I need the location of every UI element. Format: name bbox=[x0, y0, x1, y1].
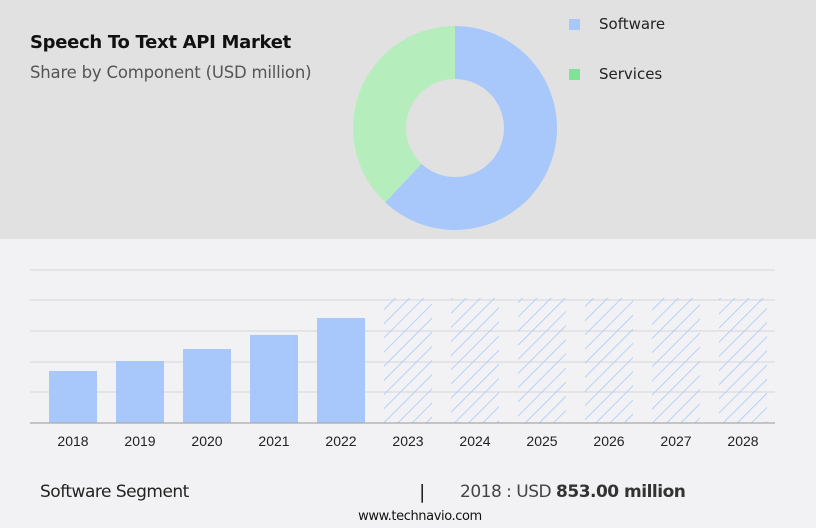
chart-title: Speech To Text API Market bbox=[30, 32, 291, 53]
donut-chart bbox=[353, 26, 558, 231]
x-axis-labels: 2018 2019 2020 2021 2022 2023 2024 2025 2026 2027… bbox=[57, 433, 758, 449]
x-label-2018: 2018 bbox=[57, 433, 88, 449]
legend-label-services: Services bbox=[599, 65, 663, 83]
x-label-2024: 2024 bbox=[459, 433, 490, 449]
bar-2019 bbox=[116, 361, 164, 423]
chart-subtitle: Share by Component (USD million) bbox=[30, 63, 312, 82]
x-label-2025: 2025 bbox=[526, 433, 557, 449]
donut-slice-software bbox=[385, 26, 558, 231]
forecast-bar-2028 bbox=[719, 298, 767, 423]
forecast-bar-2024 bbox=[451, 298, 499, 423]
bars bbox=[49, 298, 767, 423]
x-label-2020: 2020 bbox=[191, 433, 222, 449]
legend-item-services: Services bbox=[569, 65, 662, 83]
legend-label-software: Software bbox=[599, 15, 666, 33]
bar-2021 bbox=[250, 334, 298, 423]
donut-slice-services bbox=[353, 26, 455, 203]
source-url: www.technavio.com bbox=[358, 509, 482, 524]
legend-swatch-software bbox=[569, 18, 580, 30]
bar-2022 bbox=[317, 317, 365, 423]
x-label-2026: 2026 bbox=[593, 433, 624, 449]
forecast-bar-2025 bbox=[518, 298, 566, 423]
legend-swatch-services bbox=[569, 68, 580, 80]
segment-label: Software Segment bbox=[40, 482, 189, 502]
x-label-2027: 2027 bbox=[660, 433, 691, 449]
legend-item-software: Software bbox=[569, 15, 665, 33]
segment-value: 2018 : USD 853.00 million bbox=[460, 482, 686, 502]
forecast-bar-2027 bbox=[652, 298, 700, 423]
forecast-bar-2023 bbox=[384, 298, 432, 423]
bar-chart: 2018 2019 2020 2021 2022 2023 2024 2025 2026 2027… bbox=[30, 269, 775, 449]
x-label-2023: 2023 bbox=[392, 433, 423, 449]
bar-2018 bbox=[49, 371, 97, 423]
x-label-2028: 2028 bbox=[727, 433, 758, 449]
footer-separator: | bbox=[419, 481, 426, 503]
bar-2020 bbox=[183, 348, 231, 423]
forecast-bar-2026 bbox=[585, 298, 633, 423]
x-label-2021: 2021 bbox=[258, 433, 289, 449]
segment-value-prefix: 2018 : USD bbox=[460, 482, 557, 502]
x-label-2022: 2022 bbox=[325, 433, 356, 449]
donut-slices bbox=[353, 26, 558, 231]
x-label-2019: 2019 bbox=[124, 433, 155, 449]
segment-value-amount: 853.00 million bbox=[556, 482, 686, 502]
